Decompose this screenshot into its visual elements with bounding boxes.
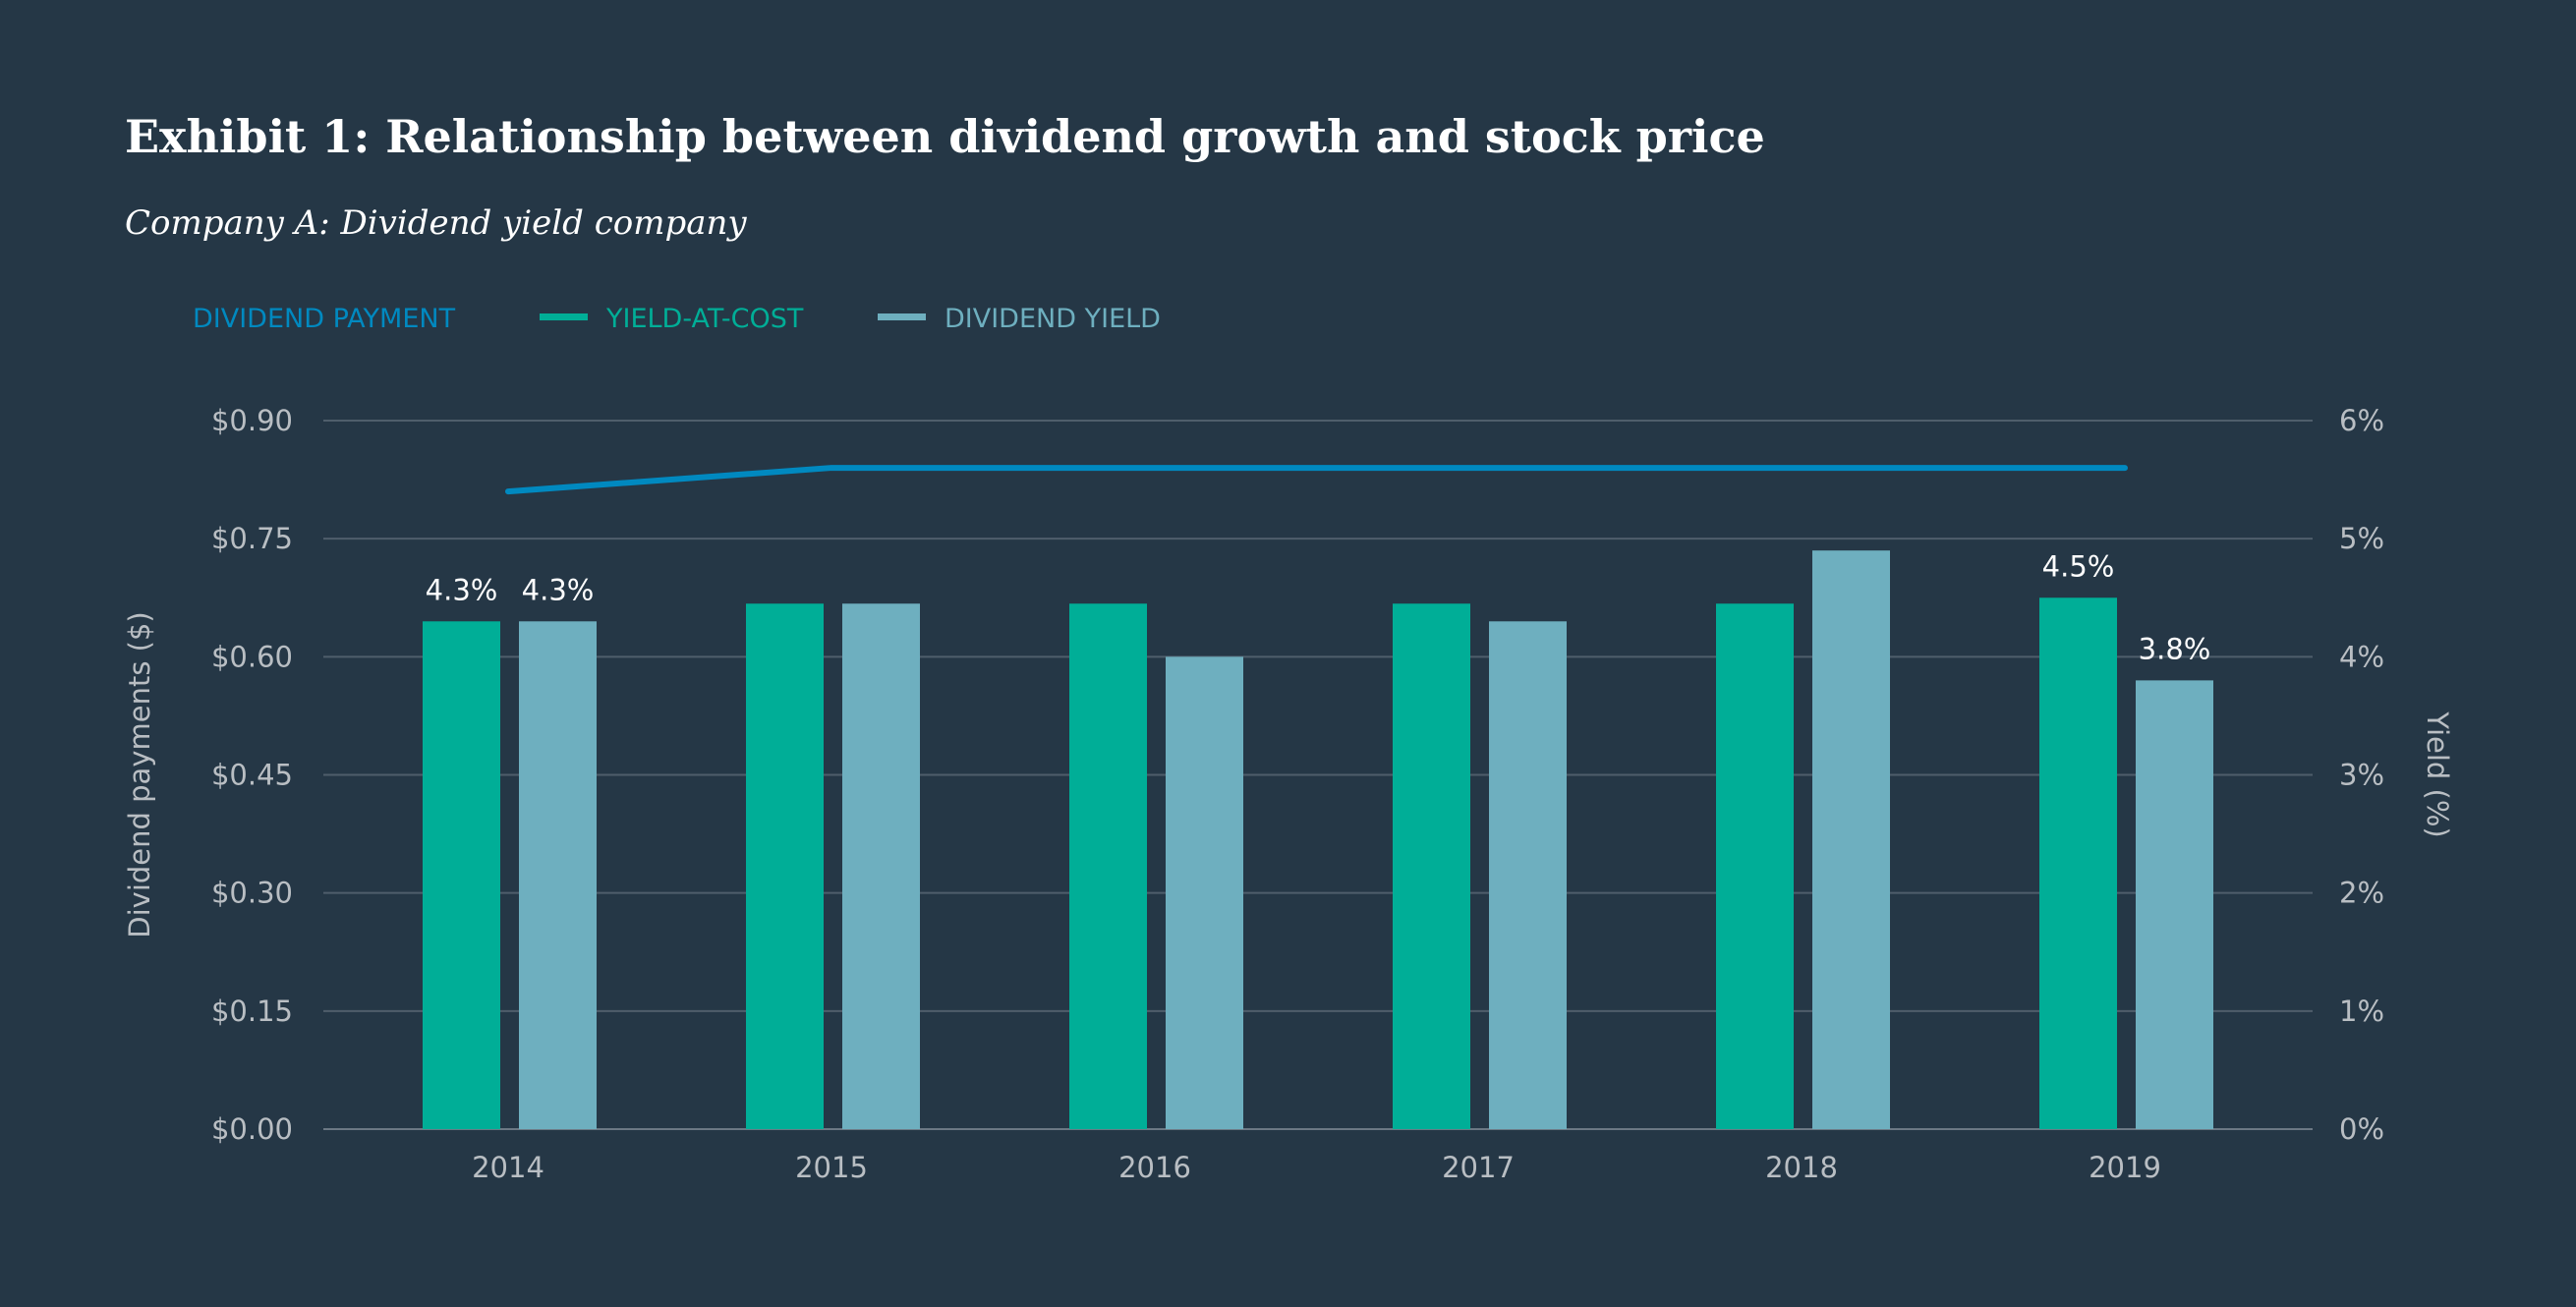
y2-tick-label: 4% (2339, 640, 2384, 673)
x-tick-label: 2018 (1765, 1151, 1838, 1184)
y-tick-label: $0.60 (211, 640, 293, 673)
legend-item-yield-at-cost: YIELD-AT-COST (605, 304, 804, 334)
bar-yield-at-cost (1716, 603, 1794, 1129)
bar-dividend-yield (1812, 550, 1890, 1129)
y-tick-label: $0.75 (211, 522, 293, 555)
y-tick-label: $0.00 (211, 1112, 293, 1146)
y-tick-label: $0.30 (211, 877, 293, 910)
bar-dividend-yield (842, 603, 920, 1129)
y2-axis-label: Yield (%) (2421, 710, 2454, 837)
x-tick-label: 2014 (472, 1151, 544, 1184)
y2-tick-label: 1% (2339, 994, 2384, 1028)
y-tick-label: $0.15 (211, 994, 293, 1028)
y2-tick-label: 3% (2339, 759, 2384, 792)
bar-dividend-yield (519, 621, 597, 1129)
y-tick-label: $0.45 (211, 759, 293, 792)
bar-dividend-yield (2136, 680, 2213, 1129)
x-tick-label: 2016 (1118, 1151, 1191, 1184)
bar-yield-at-cost (746, 603, 824, 1129)
data-label: 4.3% (522, 573, 595, 606)
bar-yield-at-cost (2039, 597, 2117, 1129)
bar-yield-at-cost (423, 621, 500, 1129)
legend-swatch-dividend-yield (878, 313, 926, 320)
x-tick-label: 2015 (795, 1151, 868, 1184)
x-tick-label: 2019 (2089, 1151, 2161, 1184)
chart-subtitle: Company A: Dividend yield company (125, 203, 747, 243)
bar-yield-at-cost (1393, 603, 1470, 1129)
bar-dividend-yield (1166, 656, 1243, 1129)
legend-item-dividend-yield: DIVIDEND YIELD (945, 304, 1161, 334)
legend-swatch-yield-at-cost (540, 313, 588, 320)
data-label: 4.5% (2042, 549, 2115, 583)
data-label: 4.3% (426, 573, 498, 606)
y2-tick-label: 5% (2339, 522, 2384, 555)
y2-tick-label: 6% (2339, 404, 2384, 437)
line-dividend-payment (505, 465, 2128, 495)
bar-yield-at-cost (1069, 603, 1147, 1129)
legend-item-dividend-payment: DIVIDEND PAYMENT (193, 304, 456, 334)
y2-tick-label: 0% (2339, 1112, 2384, 1146)
x-tick-label: 2017 (1442, 1151, 1515, 1184)
data-label: 3.8% (2139, 632, 2211, 665)
y-axis-label: Dividend payments ($) (123, 611, 156, 938)
bar-dividend-yield (1489, 621, 1567, 1129)
y2-tick-label: 2% (2339, 877, 2384, 910)
chart-title: Exhibit 1: Relationship between dividend… (125, 110, 1765, 163)
y-tick-label: $0.90 (211, 404, 293, 437)
